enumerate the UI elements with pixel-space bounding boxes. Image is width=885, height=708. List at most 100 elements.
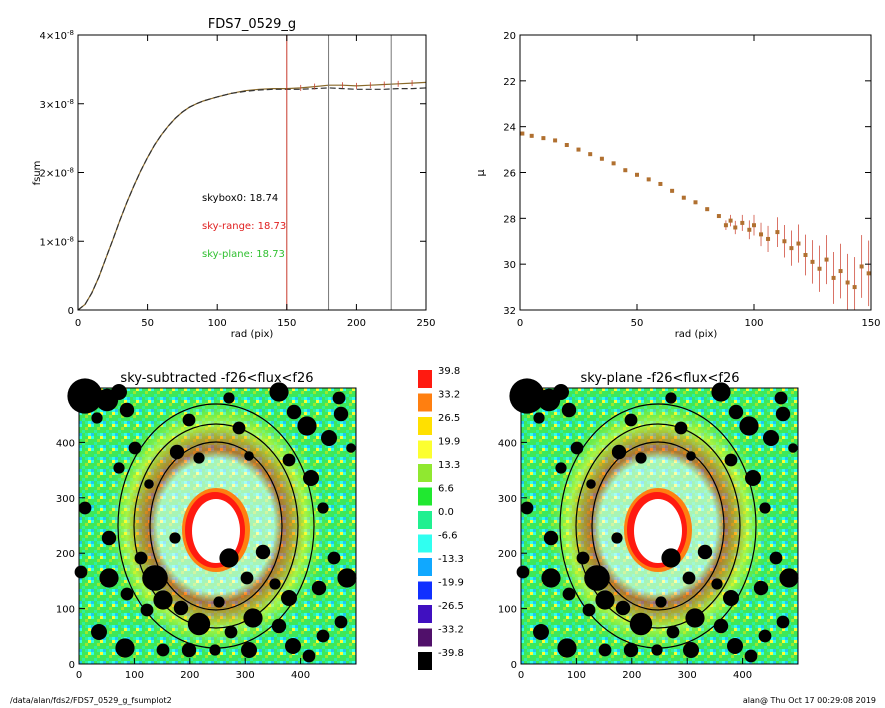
x-tick-label: 150	[277, 318, 296, 329]
colorbar-label: 33.2	[438, 390, 460, 401]
mu-point	[803, 253, 808, 257]
masked-source	[219, 548, 239, 568]
y-tick-label: 1×10-8	[40, 235, 74, 248]
masked-source	[759, 502, 771, 514]
masked-source	[213, 596, 225, 608]
mu-point	[766, 236, 771, 241]
colorbar-swatch	[418, 440, 432, 459]
mu-point	[623, 168, 628, 173]
masked-source	[286, 404, 302, 420]
sky-plane-y-ticks: 0 100 200 300 400	[498, 438, 527, 671]
masked-source	[209, 644, 221, 656]
colorbar-label: 0.0	[438, 507, 454, 518]
masked-source	[615, 600, 631, 616]
fsum-plot-frame	[77, 34, 427, 311]
colorbar-swatch	[418, 652, 432, 670]
masked-source	[244, 451, 254, 461]
x-tick-label: 400	[733, 670, 752, 681]
colorbar-label: -39.8	[438, 648, 464, 659]
mu-point	[599, 156, 604, 161]
masked-source	[533, 624, 549, 640]
masked-source	[665, 392, 677, 404]
masked-source	[120, 587, 134, 601]
masked-source	[282, 453, 296, 467]
masked-source	[713, 618, 729, 634]
masked-source	[661, 548, 681, 568]
y-tick-label: 32	[503, 306, 516, 317]
mu-point	[817, 266, 822, 271]
sky-plane-image	[509, 378, 799, 664]
colorbar-swatch	[418, 605, 432, 623]
mu-points	[520, 131, 871, 310]
fsum-plot: FDS7_0529_g 0 50 100 150 200 250 0 1×10-8 2×10-…	[32, 17, 436, 340]
mu-point	[824, 257, 829, 262]
masked-source	[281, 590, 297, 606]
mu-point	[733, 225, 738, 230]
masked-source	[140, 603, 154, 617]
y-tick-label: 4×10-8	[40, 29, 74, 42]
masked-source	[285, 638, 301, 654]
y-tick-label: 0	[511, 660, 517, 671]
masked-source	[333, 406, 349, 422]
sky-subtracted-title: sky-subtracted -f26<flux<f26	[120, 371, 313, 386]
colorbar: 39.8 33.2 26.5 19.9 13.3 6.6 0.0 -6.6 -13.3 -19.9…	[418, 366, 464, 670]
colorbar-label: -6.6	[438, 531, 458, 542]
masked-source	[316, 629, 330, 643]
fsum-x-ticks: 0 50 100 150 200 250	[75, 35, 436, 329]
fsum-y-ticks: 0 1×10-8 2×10-8 3×10-8 4×10-8	[40, 29, 426, 317]
x-tick-label: 400	[291, 670, 310, 681]
masked-source	[241, 642, 257, 658]
masked-source	[723, 590, 739, 606]
mu-point	[520, 131, 525, 136]
y-tick-label: 400	[498, 438, 517, 449]
mu-point	[852, 285, 857, 290]
sky-subtracted-x-ticks: 0 100 200 300 400	[76, 658, 310, 681]
mu-x-label: rad (pix)	[675, 329, 718, 340]
footer-timestamp: alan@ Thu Oct 17 00:29:08 2019	[743, 696, 876, 705]
masked-source	[153, 590, 173, 610]
colorbar-swatch	[418, 464, 432, 482]
colorbar-swatch	[418, 558, 432, 576]
masked-source	[561, 402, 577, 418]
masked-source	[269, 382, 289, 402]
masked-source	[134, 551, 148, 565]
mu-point	[789, 246, 794, 251]
masked-source	[711, 578, 723, 590]
masked-source	[303, 470, 319, 486]
masked-source	[776, 615, 790, 629]
masked-source	[119, 402, 135, 418]
masked-source	[728, 404, 744, 420]
masked-source	[666, 625, 680, 639]
masked-source	[224, 625, 238, 639]
masked-source	[788, 443, 798, 453]
sky-subtracted-y-ticks: 0 100 200 300 400	[56, 438, 85, 671]
colorbar-label: 39.8	[438, 366, 460, 377]
masked-source	[611, 444, 627, 460]
masked-source	[240, 571, 254, 585]
y-tick-label: 300	[498, 494, 517, 505]
masked-source	[727, 638, 743, 654]
masked-source	[744, 649, 758, 663]
masked-source	[745, 470, 761, 486]
y-tick-label: 0	[69, 660, 75, 671]
x-tick-label: 0	[518, 670, 524, 681]
colorbar-swatch	[418, 511, 432, 529]
masked-source	[321, 430, 337, 446]
masked-source	[182, 413, 196, 427]
masked-source	[337, 568, 357, 588]
masked-source	[317, 502, 329, 514]
colorbar-label: 19.9	[438, 437, 460, 448]
x-tick-label: 200	[180, 670, 199, 681]
mu-point	[635, 172, 639, 177]
masked-source	[557, 638, 577, 658]
masked-source	[724, 453, 738, 467]
masked-source	[595, 590, 615, 610]
mu-plot: 0 50 100 150 20 22 24 26 28 30 32 rad (pix) μ	[474, 31, 881, 340]
masked-source	[582, 603, 596, 617]
fsum-vlines	[286, 35, 392, 310]
mu-point	[810, 259, 815, 264]
masked-source	[570, 441, 584, 455]
x-tick-label: 100	[744, 318, 763, 329]
masked-source	[269, 578, 281, 590]
colorbar-label: -19.9	[438, 578, 464, 589]
